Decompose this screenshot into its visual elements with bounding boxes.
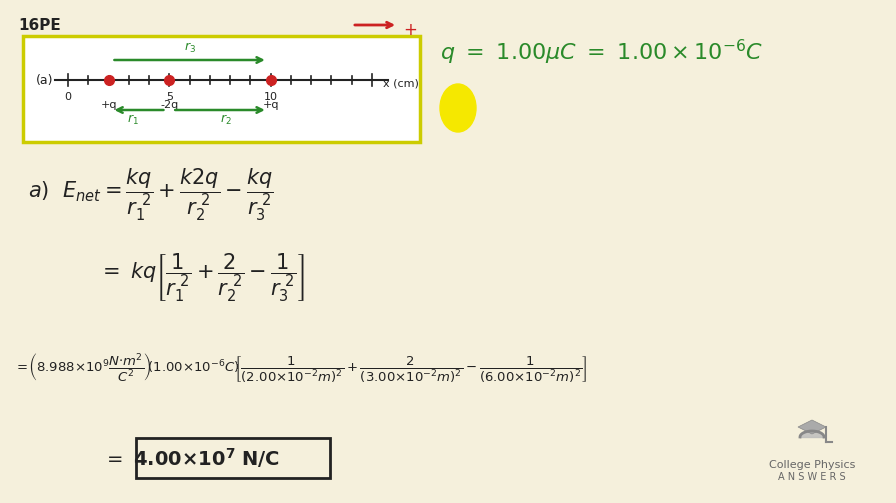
- Text: $q\ =\ 1.00\mu C\ =\ 1.00\times10^{-6}C$: $q\ =\ 1.00\mu C\ =\ 1.00\times10^{-6}C$: [440, 37, 763, 66]
- Text: +: +: [403, 21, 417, 39]
- Text: +q: +q: [100, 100, 116, 110]
- Text: $r_3$: $r_3$: [184, 41, 195, 55]
- Text: $=\!\left(8.988{\times}10^9\dfrac{N{\cdot}m^2}{C^2}\right)\!\!\left(1.00{\times}: $=\!\left(8.988{\times}10^9\dfrac{N{\cdo…: [14, 352, 588, 384]
- Text: $=\ \mathbf{4.00{\times}10^7\ N/C}$: $=\ \mathbf{4.00{\times}10^7\ N/C}$: [103, 446, 280, 470]
- FancyBboxPatch shape: [136, 438, 330, 478]
- Ellipse shape: [440, 84, 476, 132]
- Text: $r_2$: $r_2$: [220, 113, 232, 127]
- Text: x (cm): x (cm): [383, 78, 418, 88]
- Text: -2q: -2q: [160, 100, 178, 110]
- Text: $r_1$: $r_1$: [127, 113, 139, 127]
- Text: 16PE: 16PE: [18, 18, 61, 33]
- Text: College Physics: College Physics: [769, 460, 855, 470]
- Text: 0: 0: [65, 92, 72, 102]
- Text: +q: +q: [263, 100, 279, 110]
- Text: A N S W E R S: A N S W E R S: [779, 472, 846, 482]
- Text: (a): (a): [36, 73, 54, 87]
- Text: $=\ kq\left[\dfrac{1}{r_1^{\ 2}} + \dfrac{2}{r_2^{\ 2}} - \dfrac{1}{r_3^{\ 2}}\r: $=\ kq\left[\dfrac{1}{r_1^{\ 2}} + \dfra…: [98, 252, 305, 304]
- FancyBboxPatch shape: [23, 36, 420, 142]
- Polygon shape: [798, 420, 826, 434]
- Text: 5: 5: [166, 92, 173, 102]
- Text: $a)\ \ E_{net} = \dfrac{kq}{r_1^{\ 2}} + \dfrac{k2q}{r_2^{\ 2}} - \dfrac{kq}{r_3: $a)\ \ E_{net} = \dfrac{kq}{r_1^{\ 2}} +…: [28, 167, 273, 223]
- Text: 10: 10: [263, 92, 278, 102]
